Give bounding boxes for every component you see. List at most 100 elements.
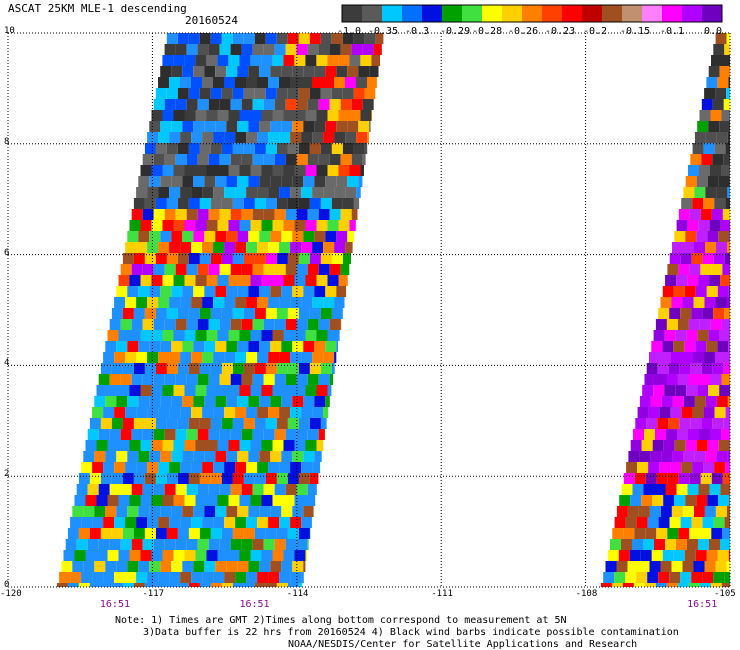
swath-cell bbox=[688, 583, 700, 587]
swath-cell bbox=[232, 253, 244, 264]
swath-cell bbox=[160, 561, 172, 572]
swath-cell bbox=[726, 297, 730, 308]
swath-cell bbox=[111, 473, 123, 484]
swath-cell bbox=[254, 583, 266, 587]
swath-cell bbox=[279, 407, 291, 418]
swath-cell bbox=[158, 77, 169, 88]
swath-cell bbox=[131, 319, 143, 330]
swath-cell bbox=[274, 484, 286, 495]
swath-cell bbox=[664, 330, 676, 341]
swath-cell bbox=[144, 363, 156, 374]
swath-cell bbox=[287, 253, 299, 264]
swath-cell bbox=[715, 506, 727, 517]
swath-cell bbox=[727, 132, 730, 143]
swath-cell bbox=[721, 110, 730, 121]
swath-cell bbox=[202, 462, 214, 473]
swath-cell bbox=[191, 352, 203, 363]
swath-cell bbox=[276, 198, 288, 209]
swath-cell bbox=[118, 275, 130, 286]
swath-cell bbox=[221, 143, 233, 154]
swath-cell bbox=[320, 143, 332, 154]
swath-cell bbox=[252, 264, 264, 275]
swath-cell bbox=[294, 495, 306, 506]
swath-cell bbox=[303, 66, 315, 77]
swath-cell bbox=[316, 220, 328, 231]
swath-cell bbox=[364, 88, 376, 99]
swath-cell bbox=[76, 484, 88, 495]
swath-cell bbox=[246, 77, 257, 88]
swath-cell bbox=[169, 352, 181, 363]
swath-cell bbox=[713, 308, 725, 319]
swath-cell bbox=[76, 539, 88, 550]
swath-cell bbox=[726, 561, 730, 572]
swath-cell bbox=[125, 297, 137, 308]
swath-cell bbox=[367, 132, 369, 143]
swath-cell bbox=[202, 77, 213, 88]
swath-cell bbox=[345, 132, 357, 143]
swath-cell bbox=[250, 495, 262, 506]
swath-cell bbox=[173, 330, 185, 341]
swath-cell bbox=[213, 572, 225, 583]
swath-cell bbox=[644, 429, 655, 440]
swath-cell bbox=[250, 440, 262, 451]
swath-cell bbox=[180, 242, 192, 253]
swath-cell bbox=[356, 132, 368, 143]
swath-cell bbox=[303, 506, 314, 517]
swath-cell bbox=[610, 539, 621, 550]
swath-cell bbox=[287, 198, 299, 209]
colorbar-segment bbox=[582, 5, 603, 22]
swath-cell bbox=[155, 143, 167, 154]
swath-cell bbox=[705, 187, 717, 198]
swath-cell bbox=[694, 242, 705, 253]
swath-cell bbox=[155, 473, 167, 484]
swath-cell bbox=[678, 473, 690, 484]
swath-cell bbox=[709, 539, 720, 550]
swath-cell bbox=[621, 539, 632, 550]
swath-cell bbox=[283, 440, 295, 451]
swath-cell bbox=[140, 385, 152, 396]
swath-cell bbox=[122, 528, 134, 539]
swath-cell bbox=[175, 374, 187, 385]
swath-cell bbox=[693, 506, 705, 517]
swath-cell bbox=[690, 363, 702, 374]
swath-cell bbox=[715, 561, 727, 572]
swath-cell bbox=[336, 286, 347, 297]
swath-cell bbox=[197, 209, 209, 220]
swath-cell bbox=[265, 583, 277, 587]
swath-cell bbox=[301, 77, 312, 88]
swath-cell bbox=[261, 550, 273, 561]
swath-cell bbox=[671, 506, 683, 517]
swath-cell bbox=[666, 583, 678, 587]
swath-cell bbox=[208, 44, 220, 55]
swath-cell bbox=[340, 264, 350, 275]
swath-cell bbox=[674, 440, 686, 451]
swath-cell bbox=[342, 143, 354, 154]
swath-cell bbox=[85, 495, 97, 506]
swath-cell bbox=[679, 418, 691, 429]
swath-cell bbox=[356, 187, 361, 198]
swath-cell bbox=[351, 209, 358, 220]
colorbar-label: 0.0 bbox=[704, 26, 723, 37]
swath-cell bbox=[131, 374, 143, 385]
swath-cell bbox=[690, 154, 702, 165]
swath-cell bbox=[314, 66, 326, 77]
swath-cell bbox=[696, 231, 708, 242]
swath-cell bbox=[369, 66, 379, 77]
swath-cell bbox=[667, 264, 679, 275]
swath-cell bbox=[96, 385, 108, 396]
colorbar-segment bbox=[662, 5, 683, 22]
swath-cell bbox=[184, 110, 196, 121]
swath-cell bbox=[138, 231, 150, 242]
swath-cell bbox=[166, 308, 178, 319]
swath-cell bbox=[658, 308, 670, 319]
swath-cell bbox=[705, 132, 717, 143]
swath-cell bbox=[261, 220, 273, 231]
swath-cell bbox=[213, 132, 225, 143]
swath-cell bbox=[140, 330, 152, 341]
swath-cell bbox=[120, 264, 132, 275]
swath-cell bbox=[241, 539, 253, 550]
swath-cell bbox=[342, 33, 354, 44]
swath-cell bbox=[235, 187, 247, 198]
swath-cell bbox=[292, 561, 304, 572]
swath-cell bbox=[87, 429, 99, 440]
